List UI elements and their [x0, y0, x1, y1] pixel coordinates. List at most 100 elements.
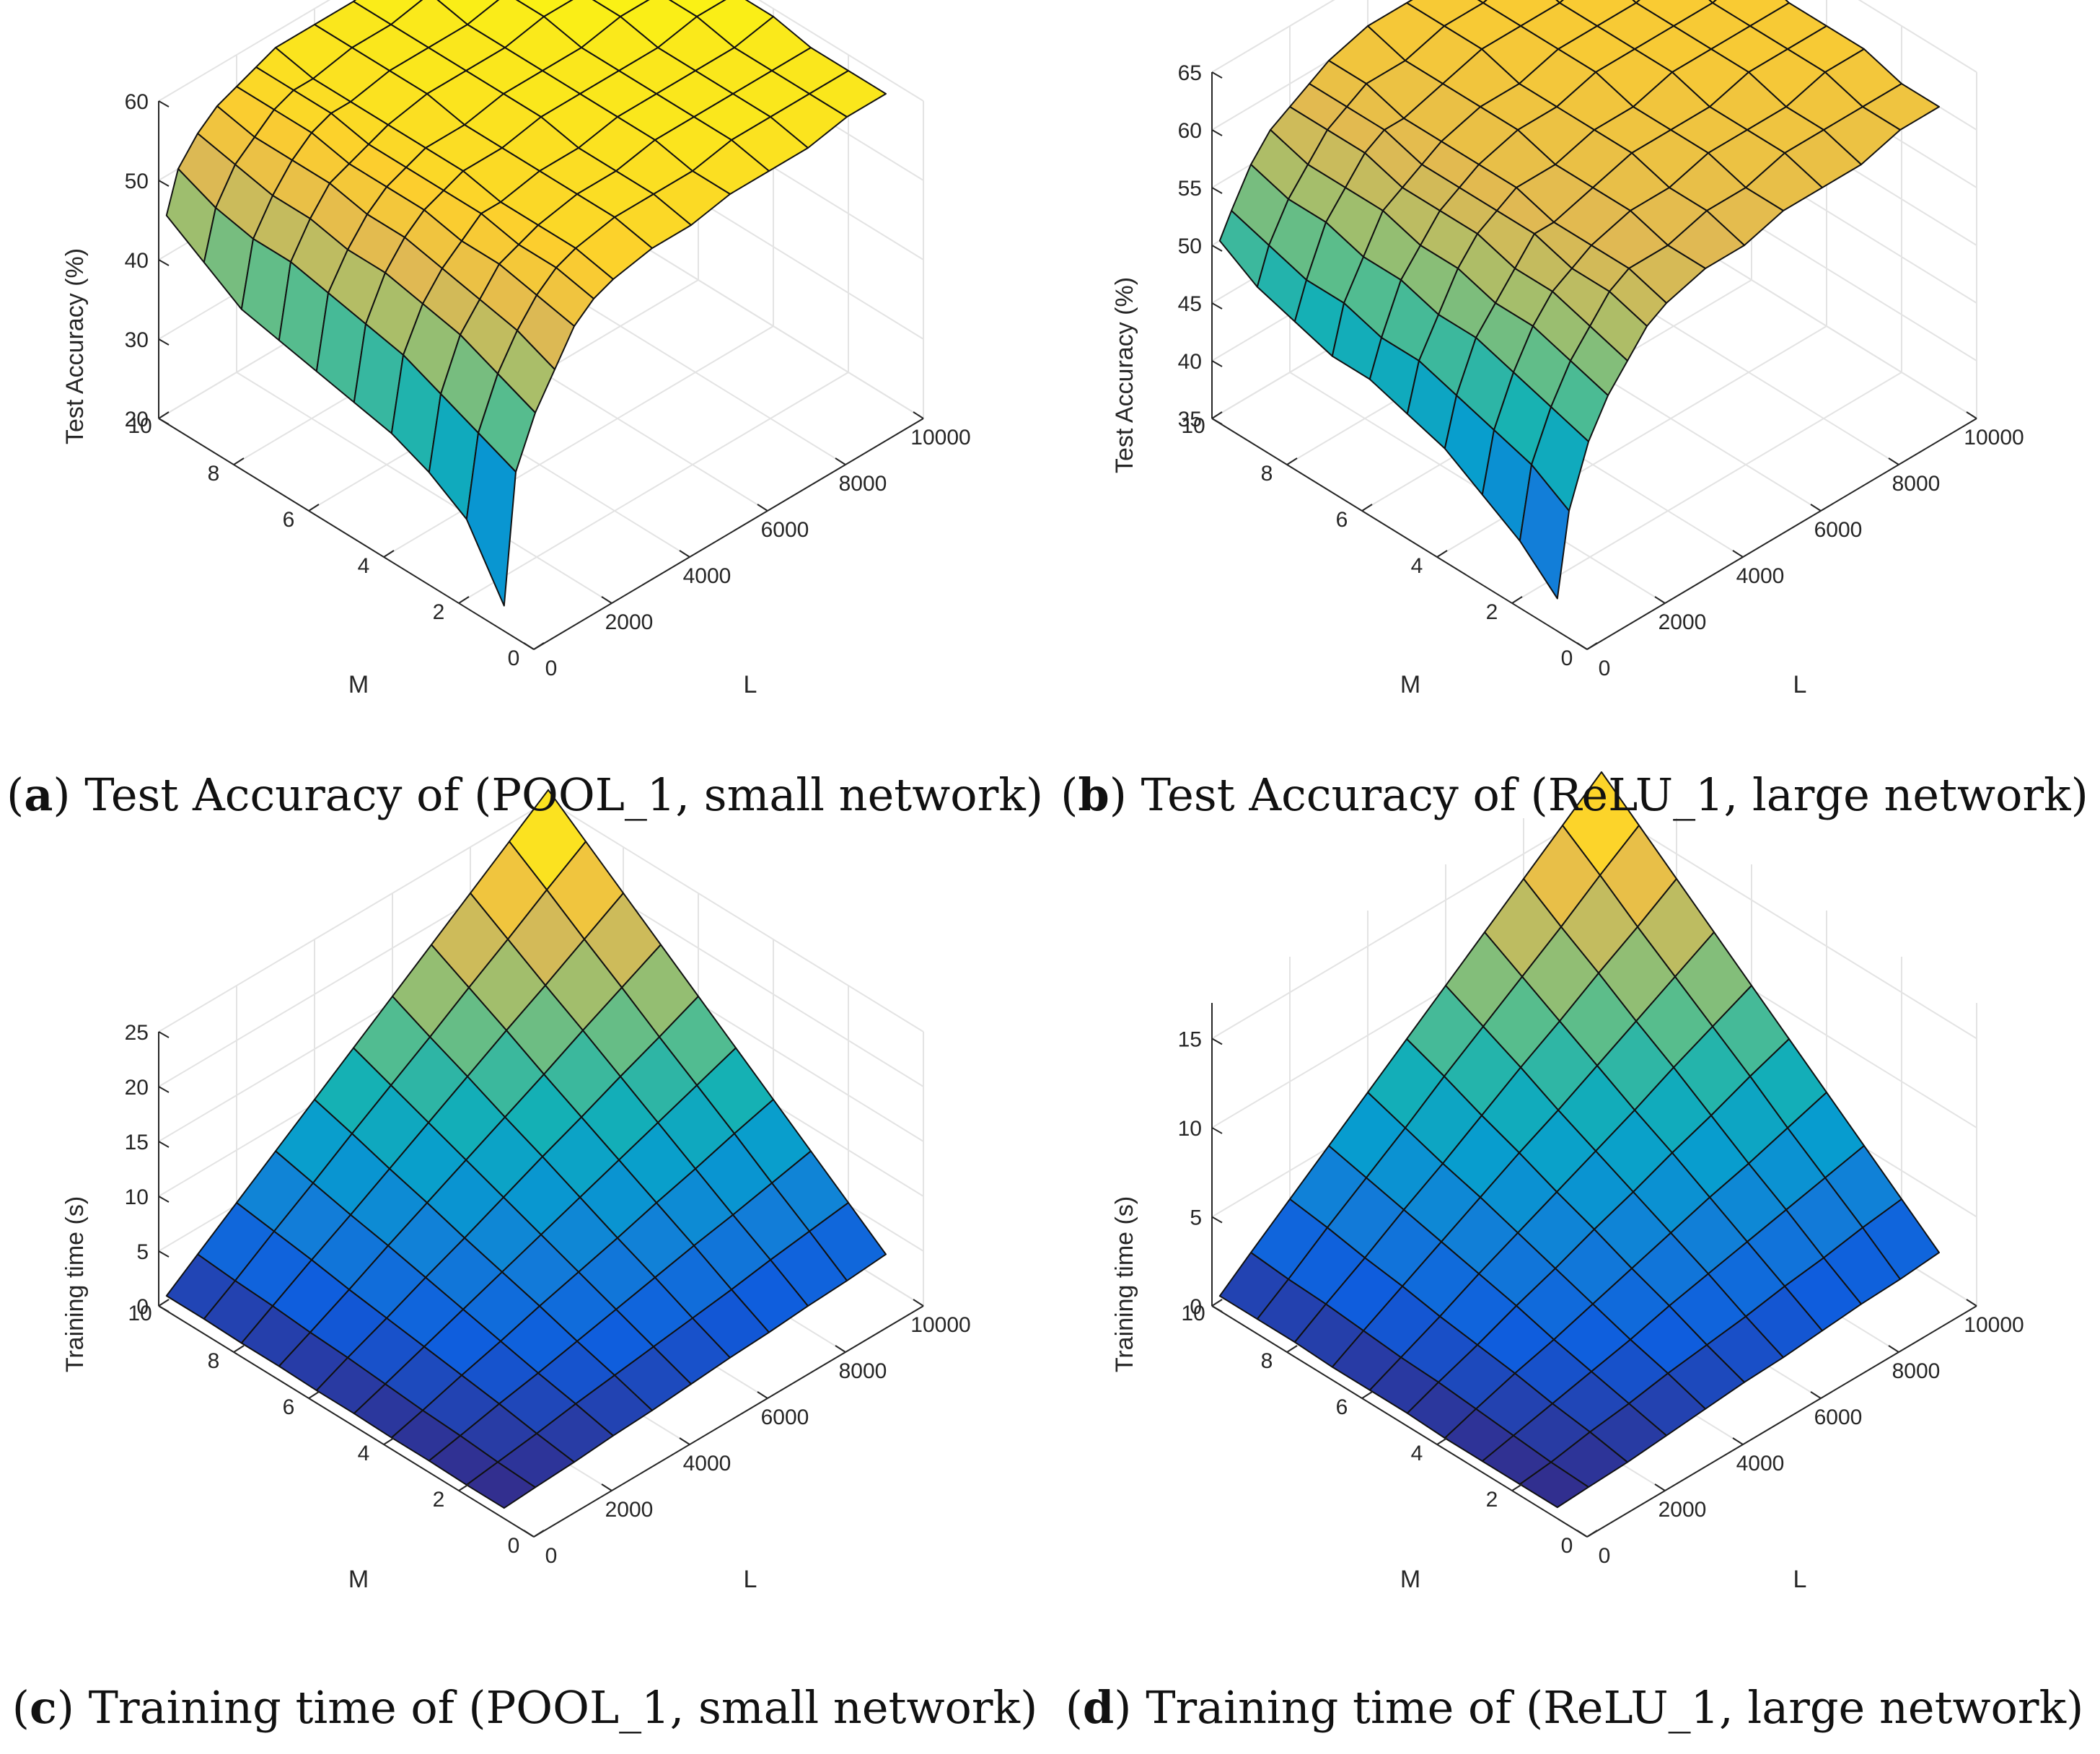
l-tick-label: 10000 — [910, 426, 970, 450]
z-tick-label: 50 — [125, 170, 149, 193]
l-tick-label: 0 — [1599, 1544, 1611, 1568]
l-tick-label: 8000 — [1892, 1359, 1941, 1383]
l-axis-line — [1586, 1305, 1977, 1538]
panel-c-letter: c — [29, 1681, 57, 1734]
l-tick-label: 0 — [545, 1544, 558, 1568]
panel-a-caption-text: Test Accuracy of (POOL_1, small network) — [84, 768, 1044, 821]
m-tick-label: 2 — [433, 600, 445, 624]
panel-b-caption: (b) Test Accuracy of (ReLU_1, large netw… — [1060, 768, 2088, 821]
l-tick-label: 10000 — [1964, 426, 2024, 450]
m-tick-label: 8 — [208, 462, 220, 486]
m-tick-label: 4 — [358, 1442, 370, 1465]
m-tick-label: 10 — [1181, 1302, 1205, 1325]
m-tick-label: 0 — [508, 1534, 520, 1558]
z-tick-label: 50 — [1178, 234, 1202, 258]
z-tick-label: 0 — [1190, 1295, 1202, 1319]
m-tick-label: 6 — [1336, 1395, 1348, 1419]
l-tick-label: 6000 — [1814, 518, 1863, 542]
l-tick-label: 10000 — [910, 1313, 970, 1337]
z-tick-label: 55 — [1178, 177, 1202, 201]
m-tick-label: 8 — [1261, 1349, 1273, 1373]
z-tick-label: 40 — [1178, 350, 1202, 374]
m-axis-label: M — [348, 1566, 369, 1593]
surface-mesh — [165, 789, 887, 1509]
panel-d-letter: d — [1082, 1681, 1115, 1734]
m-tick-label: 4 — [358, 554, 370, 578]
surface-patch — [1519, 1461, 1589, 1509]
z-tick-label: 65 — [1178, 61, 1202, 85]
m-tick-label: 0 — [1561, 646, 1573, 670]
z-tick-label: 15 — [125, 1131, 149, 1154]
z-axis-label: Training time (s) — [61, 1196, 89, 1372]
z-axis-label: Training time (s) — [1111, 1196, 1138, 1372]
panel-b-letter: b — [1078, 768, 1110, 821]
l-tick-label: 2000 — [1659, 610, 1707, 634]
l-tick-label: 6000 — [761, 1406, 809, 1429]
panel-d-caption-text: Training time of (ReLU_1, large network) — [1146, 1681, 2084, 1734]
m-tick-label: 6 — [283, 1395, 295, 1419]
panel-b-surface-plot: 0 2 4 6 8 10 0 2000 4000 6000 8000 10000 35 40 45 50 55 6… — [1111, 0, 2024, 698]
z-tick-label: 30 — [125, 328, 149, 352]
m-axis-line — [158, 1305, 535, 1538]
z-tick-label: 20 — [125, 408, 149, 431]
m-tick-label: 10 — [128, 1302, 151, 1325]
z-tick-label: 35 — [1178, 408, 1202, 431]
z-tick-label: 20 — [125, 1076, 149, 1100]
panel-a-letter: a — [24, 768, 53, 821]
m-axis-label: M — [348, 671, 369, 698]
m-tick-label: 6 — [1336, 508, 1348, 532]
panel-d-caption: (d) Training time of (ReLU_1, large netw… — [1065, 1681, 2084, 1734]
surface-patch — [1519, 464, 1570, 600]
l-tick-label: 2000 — [1659, 1498, 1707, 1522]
panel-c-caption-text: Training time of (POOL_1, small network) — [88, 1681, 1038, 1734]
l-tick-label: 0 — [1599, 657, 1611, 680]
m-tick-label: 0 — [1561, 1534, 1573, 1558]
panel-c-surface-plot: 024681002000400060008000100000510152025M… — [61, 789, 971, 1593]
panel-a-caption: (a) Test Accuracy of (POOL_1, small netw… — [6, 768, 1044, 821]
z-tick-label: 15 — [1178, 1027, 1202, 1051]
z-axis-label: Test Accuracy (%) — [1111, 277, 1138, 473]
m-tick-label: 4 — [1411, 1442, 1423, 1465]
m-tick-label: 10 — [128, 414, 151, 438]
panel-b-caption-text: Test Accuracy of (ReLU_1, large network) — [1141, 768, 2088, 821]
l-tick-label: 4000 — [1736, 564, 1785, 588]
l-tick-label: 0 — [545, 657, 558, 680]
m-axis-line — [1211, 1305, 1588, 1538]
surface-patch — [465, 432, 517, 607]
z-tick-label: 60 — [125, 90, 149, 114]
z-tick-label: 25 — [125, 1021, 149, 1045]
m-tick-label: 2 — [1486, 1488, 1498, 1512]
m-axis-line — [1211, 418, 1588, 650]
z-tick-label: 10 — [125, 1185, 149, 1209]
l-axis-label: L — [1793, 1566, 1807, 1593]
m-axis-label: M — [1400, 671, 1420, 698]
l-tick-label: 2000 — [605, 610, 654, 634]
m-tick-label: 10 — [1181, 414, 1205, 438]
l-tick-label: 10000 — [1964, 1313, 2024, 1337]
l-axis-label: L — [744, 671, 757, 698]
l-tick-label: 4000 — [1736, 1452, 1785, 1475]
surface-patch — [465, 1461, 536, 1509]
l-tick-label: 6000 — [1814, 1406, 1863, 1429]
l-tick-label: 6000 — [761, 518, 809, 542]
m-axis-line — [158, 418, 535, 650]
m-tick-label: 8 — [1261, 462, 1273, 486]
surface-mesh — [165, 0, 887, 607]
m-tick-label: 0 — [508, 646, 520, 670]
z-tick-label: 0 — [136, 1295, 149, 1319]
z-tick-label: 10 — [1178, 1117, 1202, 1141]
m-tick-label: 4 — [1411, 554, 1423, 578]
l-tick-label: 4000 — [683, 564, 732, 588]
surface-mesh — [1218, 771, 1940, 1509]
l-tick-label: 4000 — [683, 1452, 732, 1475]
m-tick-label: 2 — [1486, 600, 1498, 624]
l-tick-label: 8000 — [1892, 472, 1941, 496]
panel-c-caption: (c) Training time of (POOL_1, small netw… — [12, 1681, 1038, 1734]
m-axis-label: M — [1400, 1566, 1420, 1593]
l-axis-line — [533, 418, 924, 650]
z-tick-label: 45 — [1178, 292, 1202, 316]
z-tick-label: 40 — [125, 249, 149, 273]
surface-mesh — [1218, 0, 1940, 600]
l-axis-label: L — [744, 1566, 757, 1593]
